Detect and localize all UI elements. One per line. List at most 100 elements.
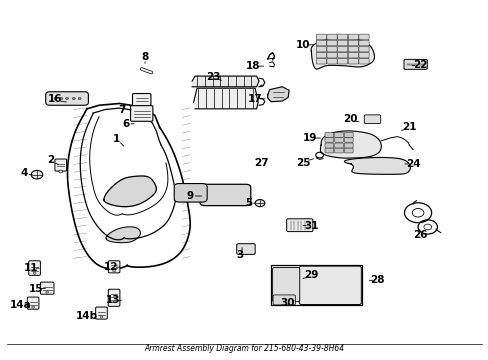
Text: 27: 27 — [254, 158, 268, 168]
FancyBboxPatch shape — [326, 58, 336, 64]
FancyBboxPatch shape — [325, 137, 333, 142]
FancyBboxPatch shape — [326, 46, 336, 52]
Text: 30: 30 — [279, 298, 294, 308]
FancyBboxPatch shape — [337, 58, 347, 64]
Polygon shape — [310, 38, 374, 69]
Circle shape — [78, 98, 81, 100]
FancyBboxPatch shape — [334, 132, 343, 137]
FancyBboxPatch shape — [347, 58, 358, 64]
FancyBboxPatch shape — [236, 244, 255, 255]
Text: 29: 29 — [304, 270, 318, 280]
FancyBboxPatch shape — [347, 46, 358, 52]
FancyBboxPatch shape — [41, 282, 54, 294]
Polygon shape — [103, 176, 156, 207]
Polygon shape — [192, 76, 259, 87]
Text: 12: 12 — [104, 262, 118, 272]
FancyBboxPatch shape — [326, 40, 336, 46]
FancyBboxPatch shape — [272, 267, 299, 302]
FancyBboxPatch shape — [132, 94, 151, 106]
FancyBboxPatch shape — [316, 40, 326, 46]
Text: 22: 22 — [412, 60, 427, 71]
Text: 7: 7 — [119, 104, 126, 114]
Polygon shape — [267, 87, 288, 102]
FancyBboxPatch shape — [286, 219, 312, 231]
FancyBboxPatch shape — [344, 148, 352, 153]
Text: 3: 3 — [236, 250, 243, 260]
FancyBboxPatch shape — [108, 261, 120, 273]
FancyBboxPatch shape — [272, 295, 295, 305]
FancyBboxPatch shape — [347, 40, 358, 46]
Circle shape — [59, 170, 62, 173]
Circle shape — [31, 170, 43, 179]
Text: 10: 10 — [295, 40, 309, 50]
Polygon shape — [193, 88, 258, 109]
FancyBboxPatch shape — [174, 184, 207, 202]
Circle shape — [100, 316, 102, 318]
Text: 17: 17 — [247, 94, 262, 104]
FancyBboxPatch shape — [347, 34, 358, 40]
FancyBboxPatch shape — [337, 52, 347, 58]
FancyBboxPatch shape — [364, 115, 380, 123]
Text: 1: 1 — [112, 134, 120, 144]
FancyBboxPatch shape — [316, 34, 326, 40]
FancyBboxPatch shape — [347, 52, 358, 58]
Circle shape — [255, 199, 264, 207]
Circle shape — [33, 272, 36, 274]
Circle shape — [72, 98, 75, 100]
Circle shape — [65, 98, 68, 100]
FancyBboxPatch shape — [108, 289, 120, 306]
Text: 24: 24 — [405, 159, 420, 169]
FancyBboxPatch shape — [316, 58, 326, 64]
FancyBboxPatch shape — [358, 34, 368, 40]
FancyBboxPatch shape — [316, 52, 326, 58]
Text: 9: 9 — [186, 191, 193, 201]
FancyBboxPatch shape — [326, 52, 336, 58]
Text: 28: 28 — [370, 275, 384, 285]
FancyBboxPatch shape — [358, 46, 368, 52]
Text: 11: 11 — [24, 263, 39, 273]
Text: 13: 13 — [105, 295, 120, 305]
Text: 16: 16 — [48, 94, 62, 104]
FancyBboxPatch shape — [344, 137, 352, 142]
Circle shape — [32, 306, 35, 308]
Text: 21: 21 — [401, 122, 416, 132]
Text: 8: 8 — [141, 52, 148, 62]
FancyBboxPatch shape — [130, 105, 153, 121]
FancyBboxPatch shape — [55, 159, 66, 171]
Text: 5: 5 — [244, 198, 251, 208]
Polygon shape — [320, 131, 381, 158]
Text: 31: 31 — [304, 221, 318, 230]
Circle shape — [54, 98, 57, 100]
Text: 14b: 14b — [76, 311, 98, 321]
Text: 20: 20 — [342, 114, 357, 124]
Text: 26: 26 — [412, 230, 427, 240]
FancyBboxPatch shape — [358, 40, 368, 46]
FancyBboxPatch shape — [337, 46, 347, 52]
Text: 6: 6 — [122, 119, 129, 129]
FancyBboxPatch shape — [45, 92, 88, 105]
Circle shape — [45, 291, 48, 293]
FancyBboxPatch shape — [96, 307, 107, 319]
FancyBboxPatch shape — [325, 148, 333, 153]
FancyBboxPatch shape — [27, 297, 39, 309]
Text: 18: 18 — [245, 61, 260, 71]
FancyBboxPatch shape — [337, 34, 347, 40]
FancyBboxPatch shape — [337, 40, 347, 46]
Bar — [271, 265, 362, 305]
FancyBboxPatch shape — [325, 143, 333, 148]
Circle shape — [60, 98, 62, 100]
FancyBboxPatch shape — [299, 266, 361, 305]
Text: 15: 15 — [29, 284, 43, 293]
FancyBboxPatch shape — [334, 148, 343, 153]
FancyBboxPatch shape — [334, 137, 343, 142]
Text: 25: 25 — [296, 158, 310, 168]
FancyBboxPatch shape — [200, 184, 250, 206]
FancyBboxPatch shape — [344, 143, 352, 148]
FancyBboxPatch shape — [325, 132, 333, 137]
Text: Armrest Assembly Diagram for 215-680-43-39-8H64: Armrest Assembly Diagram for 215-680-43-… — [144, 343, 344, 352]
Text: 23: 23 — [205, 72, 220, 82]
FancyBboxPatch shape — [344, 132, 352, 137]
Polygon shape — [106, 227, 140, 243]
FancyBboxPatch shape — [403, 59, 427, 69]
Text: 14a: 14a — [10, 300, 31, 310]
